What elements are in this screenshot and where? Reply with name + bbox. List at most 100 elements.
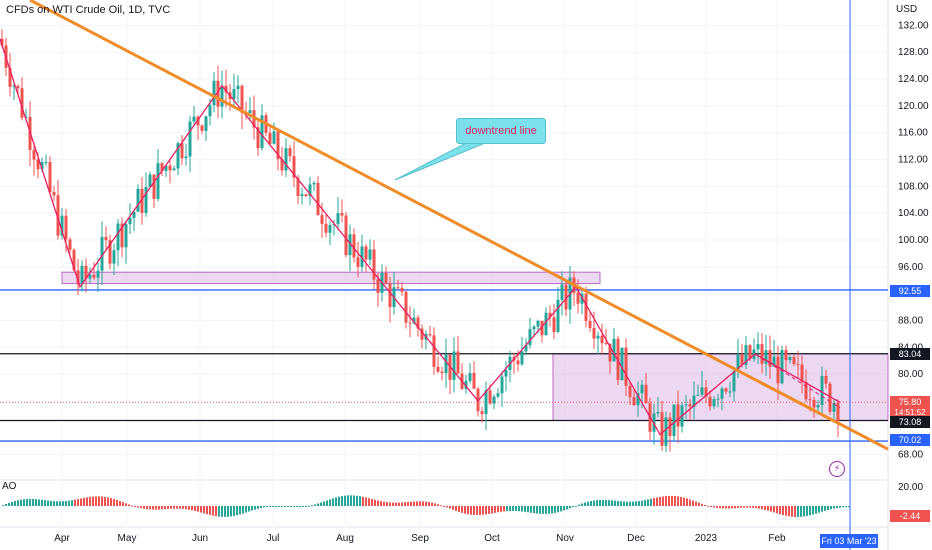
candle-body [836, 402, 840, 422]
lightning-icon[interactable]: ⚡ [829, 461, 845, 477]
ao-bar [26, 498, 28, 506]
ao-bar [494, 506, 496, 513]
ao-bar [413, 501, 415, 506]
ao-bar [224, 506, 226, 517]
candle-body [52, 192, 56, 196]
candle-body [552, 317, 556, 332]
y-tick-label: 96.00 [898, 262, 923, 273]
ao-bar [707, 505, 709, 507]
ao-bar [110, 498, 112, 506]
ao-bar [242, 506, 244, 514]
ao-bar [542, 506, 544, 514]
candle-body [500, 376, 504, 394]
candle-body [348, 234, 352, 256]
candle-body [288, 148, 292, 157]
ao-bar [338, 496, 340, 506]
candle-body [232, 88, 236, 100]
candle-body [212, 80, 216, 106]
candle-body [340, 213, 344, 216]
candle-body [368, 249, 372, 260]
ao-bar [197, 506, 199, 512]
ao-bar [428, 502, 430, 506]
candle-body [588, 320, 592, 329]
candle-body [396, 287, 400, 289]
ao-bar [5, 504, 7, 506]
candle-body [304, 194, 308, 196]
y-tick-label: 80.00 [898, 369, 923, 380]
x-tick-label: 2023 [695, 533, 718, 544]
ao-bar [62, 501, 64, 506]
support-zone [552, 353, 889, 422]
ao-bar [791, 506, 793, 517]
ao-bar [269, 506, 271, 507]
candle-body [324, 223, 328, 233]
ao-bar [758, 506, 760, 509]
ao-bar [644, 500, 646, 506]
ao-indicator-label[interactable]: AO [2, 481, 17, 492]
ao-bar [380, 501, 382, 506]
ao-bar [359, 496, 361, 506]
ao-bar [683, 497, 685, 506]
ao-bar [203, 506, 205, 514]
candle-body [696, 394, 700, 396]
candle-body [80, 265, 84, 285]
candle-body [688, 404, 692, 407]
ao-bar [179, 506, 181, 509]
ao-bar [641, 500, 643, 506]
ao-bar [818, 506, 820, 513]
ao-bar [749, 506, 751, 508]
ao-bar [227, 506, 229, 517]
ao-bar [755, 506, 757, 509]
candle-body [604, 343, 608, 345]
ao-bar [209, 506, 211, 515]
ao-bar [431, 502, 433, 506]
candle-body [664, 417, 668, 446]
ao-bar [776, 506, 778, 514]
candle-body [364, 246, 368, 260]
ao-bar [620, 501, 622, 506]
candle-body [520, 351, 524, 365]
ao-bar [647, 499, 649, 506]
ao-bar [341, 496, 343, 506]
candle-body [64, 215, 68, 240]
candle-body [236, 85, 240, 89]
candle-body [320, 215, 324, 224]
ao-bar [785, 506, 787, 516]
candle-body [48, 161, 52, 193]
ao-bar [650, 498, 652, 506]
ao-bar [47, 500, 49, 506]
candle-body [620, 347, 624, 381]
candle-body [192, 116, 196, 122]
ao-bar [674, 496, 676, 506]
ao-bar [284, 506, 286, 507]
downtrend-callout[interactable]: downtrend line [456, 118, 546, 144]
ao-bar [404, 502, 406, 506]
ao-bar [773, 506, 775, 513]
x-tick-label: Jul [267, 533, 280, 544]
candle-body [180, 143, 184, 159]
candle-body [788, 357, 792, 361]
y-tick-label: 112.00 [898, 155, 928, 166]
candle-body [116, 223, 120, 251]
ao-bar [233, 506, 235, 516]
candle-body [8, 67, 12, 87]
ao-bar [545, 506, 547, 514]
candle-body [296, 177, 300, 197]
ao-bar [500, 506, 502, 512]
ao-bar [95, 496, 97, 506]
ao-bar [56, 501, 58, 506]
y-tick-label: 120.00 [898, 101, 929, 112]
ao-bar [686, 498, 688, 506]
ao-bar [395, 502, 397, 506]
price-badge-92: 92.55 [890, 285, 930, 297]
y-tick-label: 68.00 [898, 450, 923, 461]
ao-bar [464, 506, 466, 514]
ao-bar [293, 506, 295, 507]
price-badge-73: 73.08 [890, 416, 930, 428]
candle-body [796, 364, 800, 366]
candle-body [184, 156, 188, 159]
ao-bar [482, 506, 484, 515]
y-tick-label: 104.00 [898, 208, 929, 219]
